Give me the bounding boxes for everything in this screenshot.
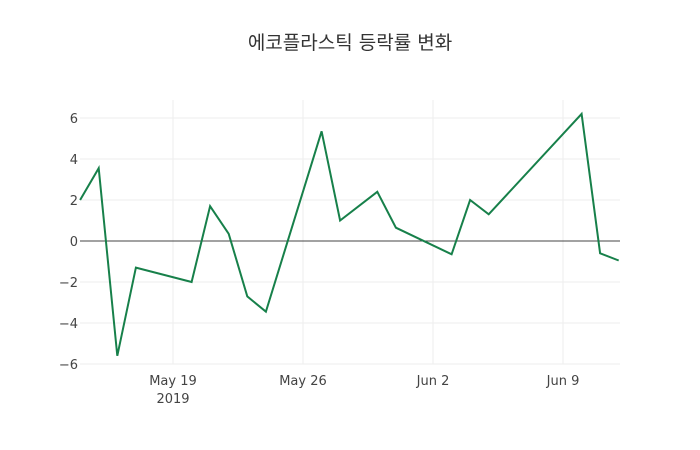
x-axis: May 19 2019 May 26 Jun 2 Jun 9 xyxy=(149,374,579,407)
series-line xyxy=(79,111,620,357)
x-tick-label: May 26 xyxy=(279,374,327,389)
x-tick-label: May 19 xyxy=(149,374,197,389)
y-axis: 6 4 2 0 −2 −4 −6 xyxy=(59,112,78,373)
x-tick-year-label: 2019 xyxy=(156,392,189,407)
y-tick-label: −2 xyxy=(59,276,78,291)
y-tick-label: −6 xyxy=(59,358,78,373)
y-tick-label: −4 xyxy=(59,317,78,332)
y-tick-label: 4 xyxy=(70,153,78,168)
y-tick-label: 0 xyxy=(70,235,78,250)
y-tick-label: 2 xyxy=(70,194,78,209)
grid-lines xyxy=(80,100,620,365)
chart-title: 에코플라스틱 등락률 변화 xyxy=(247,32,453,54)
x-tick-label: Jun 9 xyxy=(546,374,580,389)
y-tick-label: 6 xyxy=(70,112,78,127)
x-tick-label: Jun 2 xyxy=(416,374,450,389)
